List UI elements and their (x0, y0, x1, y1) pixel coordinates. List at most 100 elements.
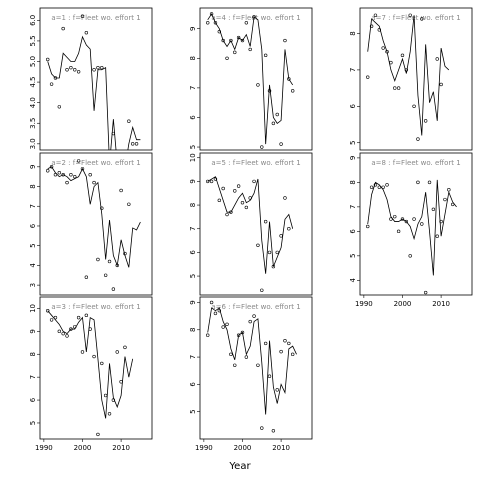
observed-point (84, 30, 89, 35)
observed-point (290, 352, 295, 357)
observed-point (57, 329, 62, 334)
observed-point (279, 142, 283, 146)
fit-line (207, 176, 294, 274)
y-tick-label: 6 (189, 115, 197, 120)
observed-point (84, 275, 89, 279)
observed-point (427, 180, 432, 185)
observed-point (57, 105, 62, 109)
y-tick-label: 6 (189, 382, 197, 387)
observed-point (73, 325, 77, 329)
observed-point (92, 68, 96, 72)
x-tick-label: 2010 (272, 444, 290, 452)
y-tick-label: 5.0 (29, 56, 37, 67)
observed-point (111, 131, 116, 136)
plot-area (366, 179, 457, 295)
observed-point (248, 319, 252, 324)
observed-point (275, 112, 279, 117)
fit-line (367, 179, 457, 276)
observed-point (439, 82, 443, 87)
x-tick-label: 1990 (35, 444, 53, 452)
plot-area (46, 14, 141, 150)
observed-point (400, 53, 405, 58)
observed-point (213, 21, 218, 25)
observed-point (221, 186, 225, 191)
observed-point (248, 47, 252, 52)
observed-point (80, 350, 85, 354)
fit-line (47, 310, 134, 419)
observed-point (233, 363, 237, 367)
observed-point (61, 26, 65, 31)
fit-line (47, 35, 141, 150)
y-tick-label: 7 (189, 355, 197, 359)
observed-point (119, 188, 123, 193)
observed-point (206, 333, 210, 337)
y-tick-label: 6 (349, 229, 357, 234)
observed-point (240, 38, 245, 43)
observed-point (423, 119, 428, 123)
panel-frame (199, 7, 313, 151)
observed-point (393, 86, 397, 90)
observed-point (100, 361, 104, 366)
observed-point (248, 196, 252, 200)
observed-point (76, 70, 81, 74)
observed-point (443, 197, 447, 202)
y-tick-label: 9 (189, 300, 197, 304)
observed-point (88, 172, 92, 177)
panel-frame (39, 152, 153, 296)
observed-point (373, 183, 378, 187)
observed-point (275, 388, 279, 392)
y-tick-label: 9 (349, 156, 357, 160)
observed-point (236, 35, 241, 40)
observed-point (271, 121, 276, 126)
observed-point (393, 214, 397, 219)
x-tick-label: 2000 (394, 300, 412, 308)
observed-point (389, 60, 393, 65)
observed-point (287, 77, 291, 81)
observed-point (69, 327, 73, 331)
observed-point (46, 57, 50, 62)
observed-point (256, 243, 260, 248)
observed-point (279, 234, 283, 238)
observed-point (209, 300, 214, 305)
x-tick-label: 1990 (355, 300, 373, 308)
strip-label: a=6 : f=Fleet wo. effort 1 (211, 303, 300, 311)
observed-point (65, 334, 69, 338)
observed-point (61, 172, 65, 177)
observed-point (229, 352, 233, 357)
observed-point (46, 309, 50, 313)
observed-point (287, 227, 291, 231)
observed-point (92, 180, 96, 185)
observed-point (229, 210, 233, 214)
observed-point (240, 201, 245, 205)
observed-point (377, 185, 382, 189)
observed-point (96, 257, 100, 262)
observed-point (252, 314, 256, 318)
observed-point (233, 189, 237, 193)
y-tick-label: 6.0 (29, 15, 37, 26)
y-tick-label: 8 (189, 203, 197, 207)
observed-point (107, 412, 112, 416)
observed-point (236, 333, 241, 337)
observed-point (263, 341, 268, 346)
observed-point (229, 38, 233, 43)
y-tick-label: 3.5 (29, 118, 37, 129)
x-tick-label: 1990 (195, 444, 213, 452)
observed-point (92, 354, 96, 359)
plot-area (206, 300, 297, 433)
observed-point (244, 355, 249, 359)
y-tick-label: 5.5 (29, 35, 37, 46)
observed-point (267, 374, 272, 378)
y-tick-label: 6 (349, 104, 357, 109)
observed-point (369, 24, 374, 28)
fit-line (207, 13, 294, 145)
observed-point (366, 75, 370, 79)
y-tick-label: 10 (189, 153, 197, 162)
observed-point (260, 145, 264, 149)
observed-point (366, 224, 370, 229)
observed-point (209, 12, 214, 16)
observed-point (88, 327, 92, 331)
observed-point (76, 159, 81, 163)
observed-point (100, 206, 104, 210)
y-tick-label: 6 (29, 397, 37, 402)
